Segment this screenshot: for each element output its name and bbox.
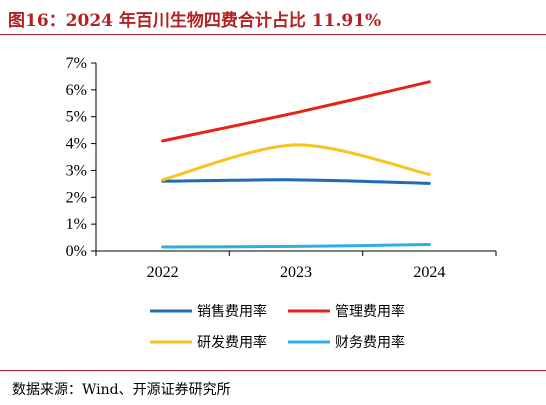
y-tick-label: 4% [66, 136, 87, 153]
source-divider [0, 370, 546, 371]
series-line [161, 80, 431, 143]
legend-label: 财务费用率 [335, 334, 405, 351]
x-tick-label: 2024 [413, 264, 445, 281]
legend-label: 研发费用率 [197, 334, 267, 351]
series-line [161, 178, 431, 185]
y-tick-label: 0% [66, 243, 87, 260]
series-line [161, 243, 431, 249]
figure-source: 数据来源：Wind、开源证券研究所 [12, 382, 231, 398]
y-tick-label: 5% [66, 109, 87, 126]
legend-label: 管理费用率 [335, 303, 405, 320]
y-tick-label: 2% [66, 189, 87, 206]
chart-axes: 0% 1% 2% 3% 4% 5% 6% 7% 2022 2023 2024 [66, 55, 497, 281]
series-line [161, 143, 431, 182]
legend-label: 销售费用率 [197, 303, 267, 320]
chart-series-lines [161, 80, 431, 249]
x-tick-label: 2023 [280, 264, 312, 281]
y-tick-label: 7% [66, 55, 87, 72]
y-tick-label: 3% [66, 162, 87, 179]
y-tick-label: 6% [66, 82, 87, 99]
x-tick-label: 2022 [147, 264, 179, 281]
line-chart: 0% 1% 2% 3% 4% 5% 6% 7% 2022 2023 2024 销售费用率 管理费用率研… [66, 55, 497, 351]
figure-title: 图16：2024 年百川生物四费合计占比 11.91% [8, 11, 382, 31]
title-divider [0, 34, 546, 35]
y-tick-label: 1% [66, 216, 87, 233]
